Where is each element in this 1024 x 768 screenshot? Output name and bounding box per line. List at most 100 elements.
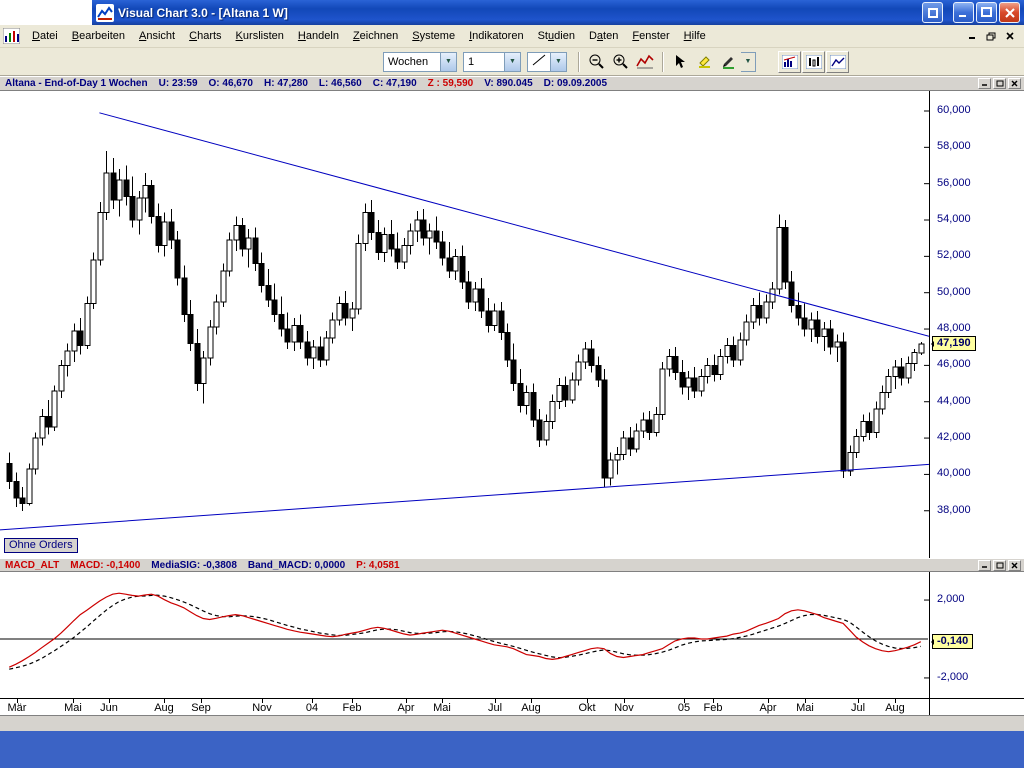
pane-close-button[interactable] — [1008, 78, 1021, 89]
header-segment: MACD: -0,1400 — [70, 559, 141, 571]
menu-item-bearbeiten[interactable]: Bearbeiten — [71, 30, 125, 42]
menu-item-studien[interactable]: Studien — [537, 30, 575, 42]
horizontal-scroll-area[interactable] — [0, 715, 1024, 731]
macd-pane: -0,140 2,000 -2,000 — [0, 572, 1024, 698]
highlighter-button[interactable] — [693, 51, 716, 73]
title-bar: Visual Chart 3.0 - [Altana 1 W] — [0, 0, 1024, 25]
header-segment: O: 46,670 — [208, 78, 253, 89]
price-tick-label: 40,000 — [937, 467, 971, 480]
menu-item-fenster[interactable]: Fenster — [632, 30, 670, 42]
macd-last-value: -0,140 — [937, 634, 969, 647]
menu-item-ansicht[interactable]: Ansicht — [139, 30, 176, 42]
price-tick-label: 60,000 — [937, 103, 971, 116]
maximize-button[interactable] — [976, 2, 997, 23]
price-chart-svg — [0, 110, 929, 531]
mdi-minimize-button[interactable] — [964, 29, 980, 43]
price-axis: 47,190 60,000 58,000 56,000 54,000 52,000 50,… — [929, 91, 1024, 558]
pane-restore-button[interactable] — [993, 559, 1006, 571]
mdi-close-button[interactable] — [1002, 29, 1018, 43]
pen-button[interactable] — [717, 51, 740, 73]
chevron-down-icon[interactable]: ▼ — [440, 52, 456, 71]
menu-item-handeln[interactable]: Handeln — [297, 30, 339, 42]
menu-item-datei[interactable]: Datei — [32, 30, 58, 42]
header-segment: C: 47,190 — [372, 78, 417, 89]
time-axis-label: Sep — [191, 702, 211, 714]
mdi-restore-button[interactable] — [983, 29, 999, 43]
compression-combo[interactable]: 1 ▼ — [463, 51, 521, 72]
window-title: Visual Chart 3.0 - [Altana 1 W] — [118, 5, 288, 20]
period-combo[interactable]: Wochen ▼ — [383, 51, 457, 72]
price-pane-header-text: Altana - End-of-Day 1 Wochen U: 23:59 O: 4… — [0, 78, 978, 89]
header-segment: MACD_ALT — [5, 559, 60, 571]
time-tick — [531, 699, 532, 703]
macd-pane-window-controls — [978, 559, 1021, 571]
time-tick — [164, 699, 165, 703]
pane-close-button[interactable] — [1008, 559, 1021, 571]
time-axis-label: Mai — [433, 702, 451, 714]
macd-chart-svg — [0, 592, 929, 679]
chart-window-button-1[interactable] — [778, 50, 801, 73]
pen-options-dropdown[interactable]: ▼ — [741, 51, 756, 72]
time-axis-label: Feb — [703, 702, 723, 714]
titlebar-extra-button[interactable] — [922, 2, 943, 23]
chevron-down-icon[interactable]: ▼ — [744, 58, 752, 65]
pane-minimize-button[interactable] — [978, 78, 991, 89]
menu-item-zeichnen[interactable]: Zeichnen — [352, 30, 399, 42]
chevron-down-icon[interactable]: ▼ — [550, 52, 566, 71]
toolbar-separator — [662, 51, 664, 72]
price-pane: Ohne Orders 47,190 60,000 58,000 56,000 54,… — [0, 91, 1024, 558]
price-tick-label: 56,000 — [937, 176, 971, 189]
menu-item-charts[interactable]: Charts — [189, 30, 222, 42]
chevron-down-icon[interactable]: ▼ — [504, 52, 520, 71]
chart-window-button-3[interactable] — [826, 50, 849, 73]
macd-chart[interactable] — [0, 572, 929, 698]
time-tick — [624, 699, 625, 703]
app-logo-icon[interactable] — [96, 3, 114, 22]
menu-items: Datei Bearbeiten Ansicht Charts Kurslisten Ha… — [25, 27, 964, 45]
price-tick-label: 48,000 — [937, 322, 971, 335]
time-axis-label: 05 — [677, 702, 691, 714]
header-segment: U: 23:59 — [158, 78, 198, 89]
time-axis-corner — [929, 699, 1024, 715]
time-axis[interactable]: Mär Mai Jun Aug Sep Nov 04 Feb Apr Mai Jul Aug Okt No… — [0, 699, 929, 715]
close-button[interactable] — [999, 2, 1020, 23]
time-tick — [406, 699, 407, 703]
indicator-zigzag-button[interactable] — [633, 51, 656, 73]
header-segment: Z : 59,590 — [427, 78, 474, 89]
toolbar: Wochen ▼ 1 ▼ ▼ ▼ — [0, 48, 1024, 76]
desktop-background — [0, 731, 1024, 768]
time-tick — [109, 699, 110, 703]
time-axis-label: Feb — [342, 702, 362, 714]
cursor-button[interactable] — [669, 51, 692, 73]
zoom-out-button[interactable] — [585, 51, 608, 73]
time-tick — [312, 699, 313, 703]
zoom-in-button[interactable] — [609, 51, 632, 73]
menu-item-hilfe[interactable]: Hilfe — [683, 30, 706, 42]
time-tick — [858, 699, 859, 703]
price-tick-label: 42,000 — [937, 431, 971, 444]
pane-restore-button[interactable] — [993, 78, 1006, 89]
time-axis-row: Mär Mai Jun Aug Sep Nov 04 Feb Apr Mai Jul Aug Okt No… — [0, 698, 1024, 715]
minimize-button[interactable] — [953, 2, 974, 23]
price-tick-label: 52,000 — [937, 249, 971, 262]
time-tick — [17, 699, 18, 703]
period-combo-value: Wochen — [388, 55, 429, 68]
menu-item-systeme[interactable]: Systeme — [412, 30, 456, 42]
pane-minimize-button[interactable] — [978, 559, 991, 571]
menu-item-indikatoren[interactable]: Indikatoren — [469, 30, 524, 42]
time-axis-label: Apr — [397, 702, 415, 714]
time-axis-label: Jul — [487, 702, 503, 714]
header-segment: H: 47,280 — [264, 78, 308, 89]
menu-item-daten[interactable]: Daten — [588, 30, 619, 42]
time-tick — [352, 699, 353, 703]
macd-pane-header-text: MACD_ALT MACD: -0,1400 MediaSIG: -0,3808 Ba… — [0, 560, 978, 571]
chart-window-button-2[interactable] — [802, 50, 825, 73]
price-tick-label: 50,000 — [937, 285, 971, 298]
menu-item-kurslisten[interactable]: Kurslisten — [235, 30, 284, 42]
chart-document-icon[interactable] — [2, 27, 21, 45]
last-price-value: 47,190 — [937, 336, 971, 349]
header-segment: Altana - End-of-Day 1 Wochen — [5, 78, 148, 89]
price-chart[interactable]: Ohne Orders — [0, 91, 929, 558]
time-tick — [713, 699, 714, 703]
line-tool-combo[interactable]: ▼ — [527, 51, 567, 72]
